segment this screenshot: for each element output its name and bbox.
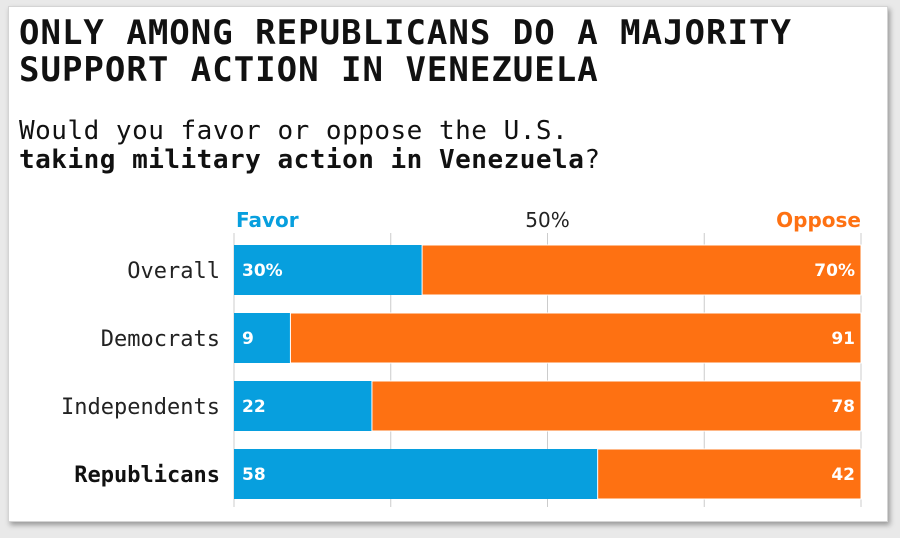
subtitle-line-2: taking military action in Venezuela?: [19, 146, 879, 175]
bar-favor-republicans: [234, 449, 598, 499]
data-label-oppose-republicans: 42: [831, 465, 855, 485]
subtitle-emphasis: taking military action in Venezuela: [19, 145, 585, 175]
legend-oppose: Oppose: [776, 208, 861, 232]
bar-oppose-independents: [371, 380, 862, 432]
subtitle-end: ?: [584, 145, 601, 175]
bar-oppose-overall: [421, 244, 862, 296]
data-label-favor-independents: 22: [242, 397, 266, 417]
data-label-oppose-independents: 78: [831, 397, 855, 417]
category-label-overall: Overall: [127, 259, 220, 284]
legend-favor: Favor: [236, 208, 299, 232]
bar-favor-independents: [234, 381, 372, 431]
data-label-favor-republicans: 58: [242, 465, 266, 485]
bar-oppose-democrats: [289, 312, 862, 364]
bar-oppose-republicans: [597, 448, 862, 500]
subtitle-line-1: Would you favor or oppose the U.S.: [19, 116, 569, 146]
stacked-bar-chart: Favor Oppose 50% Overall 30% 70% Democrats 9 91 I…: [61, 208, 862, 507]
midline-label: 50%: [525, 208, 569, 232]
chart-subtitle: Would you favor or oppose the U.S. takin…: [19, 117, 879, 175]
chart-card: ONLY AMONG REPUBLICANS DO A MAJORITY SUP…: [8, 6, 888, 522]
category-label-republicans: Republicans: [74, 463, 220, 488]
data-label-favor-overall: 30%: [242, 261, 283, 281]
data-label-oppose-democrats: 91: [831, 329, 855, 349]
chart-title: ONLY AMONG REPUBLICANS DO A MAJORITY SUP…: [19, 13, 792, 90]
data-label-favor-democrats: 9: [242, 329, 254, 349]
category-label-independents: Independents: [61, 395, 220, 420]
bar-favor-overall: [234, 245, 423, 295]
category-label-democrats: Democrats: [101, 327, 220, 352]
data-label-oppose-overall: 70%: [814, 261, 855, 281]
bar-favor-democrats: [234, 313, 291, 363]
